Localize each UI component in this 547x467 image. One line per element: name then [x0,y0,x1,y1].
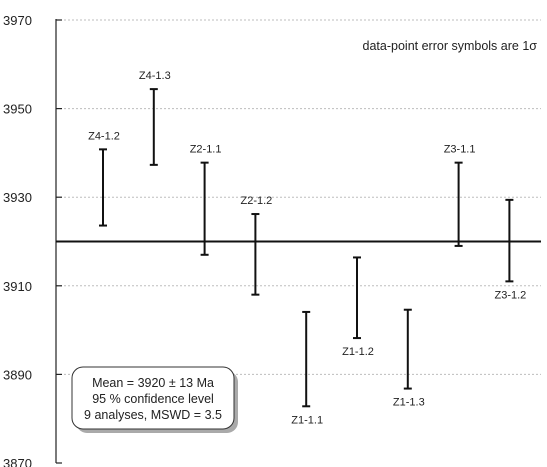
error-bar-z1-1.2: Z1-1.2 [342,256,374,358]
point-label: Z2-1.1 [190,144,222,156]
error-symbol-note: data-point error symbols are 1σ [363,39,538,53]
stats-analyses: 9 analyses, MSWD = 3.5 [84,408,222,422]
point-label: Z1-1.2 [342,346,374,358]
error-bar-z1-1.1: Z1-1.1 [291,310,323,426]
error-bar-z3-1.1: Z3-1.1 [444,144,476,247]
error-bar-z2-1.2: Z2-1.2 [241,195,273,296]
point-label: Z3-1.1 [444,144,476,156]
y-tick-label-3970: 3970 [3,13,32,28]
y-tick-label-3930: 3930 [3,190,32,205]
error-bar-z4-1.3: Z4-1.3 [139,70,171,166]
error-bar-z2-1.1: Z2-1.1 [190,144,222,256]
y-axis-ticks: 3870 3890 3910 3930 3950 3970 [3,13,62,467]
stats-box: Mean = 3920 ± 13 Ma 95 % confidence leve… [71,366,238,433]
point-label: Z1-1.1 [291,414,323,426]
error-bars: Z4-1.2 Z4-1.3 Z2-1.1 Z2-1.2 Z1-1.1 Z1-1.2 Z1-1… [88,70,526,426]
stats-box-frame [71,366,235,430]
error-bar-z3-1.2: Z3-1.2 [495,198,527,301]
y-tick-label-3870: 3870 [3,456,32,467]
y-tick-label-3890: 3890 [3,367,32,382]
y-tick-label-3910: 3910 [3,279,32,294]
error-bar-z4-1.2: Z4-1.2 [88,130,120,227]
y-tick-label-3950: 3950 [3,102,32,117]
stats-confidence: 95 % confidence level [92,392,214,406]
point-label: Z1-1.3 [393,397,425,409]
grid-lines [56,19,541,375]
point-label: Z3-1.2 [495,289,527,301]
point-label: Z4-1.2 [88,130,120,142]
stats-mean: Mean = 3920 ± 13 Ma [92,376,214,390]
point-label: Z4-1.3 [139,70,171,82]
error-bar-z1-1.3: Z1-1.3 [393,308,425,409]
point-label: Z2-1.2 [241,195,273,207]
